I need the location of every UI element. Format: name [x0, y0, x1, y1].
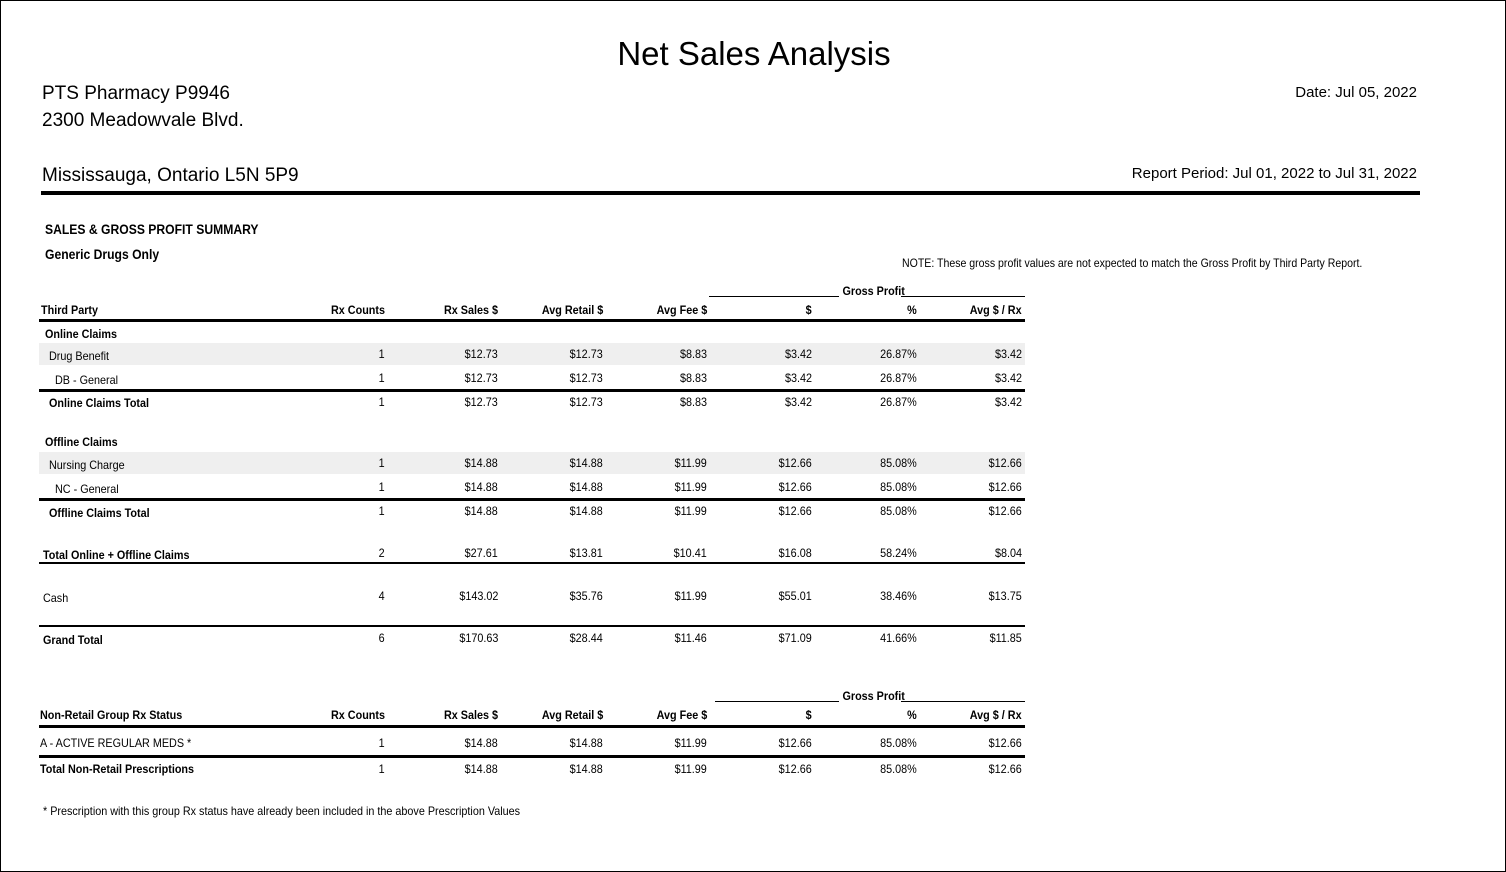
cash-row: Cash 4 $143.02 $35.76 $11.99 $55.01 38.4…	[43, 589, 1022, 605]
grand-total-rule	[39, 625, 1025, 627]
section-title: SALES & GROSS PROFIT SUMMARY	[45, 222, 259, 237]
gross-profit-rule-left	[709, 296, 839, 297]
address-line-1: 2300 Meadowvale Blvd.	[42, 110, 244, 131]
combined-total-row: Total Online + Offline Claims 2 $27.61 $…	[43, 546, 1022, 562]
gross-profit-header: Gross Profit	[842, 689, 905, 703]
combined-total-rule	[39, 562, 1025, 564]
non-retail-total-row: Total Non-Retail Prescriptions 1 $14.88 …	[40, 762, 1022, 776]
col-third-party: Third Party	[41, 303, 99, 317]
col-status: Non-Retail Group Rx Status	[40, 708, 183, 722]
total-rule	[39, 755, 1025, 758]
online-subtotal-rule	[39, 389, 1025, 392]
col-avg-fee: Avg Fee $	[656, 708, 707, 722]
col-rx-counts: Rx Counts	[331, 303, 385, 317]
col-gp-avg-per-rx: Avg $ / Rx	[970, 708, 1022, 722]
offline-claims-total-row: Offline Claims Total 1 $14.88 $14.88 $11…	[49, 504, 1022, 520]
table-header-row: Third Party Rx Counts Rx Sales $ Avg Ret…	[39, 299, 1025, 321]
header-rule	[39, 319, 1025, 322]
gross-profit-rule-left	[715, 701, 839, 702]
col-avg-retail: Avg Retail $	[541, 303, 603, 317]
address-line-2: Mississauga, Ontario L5N 5P9	[42, 165, 299, 186]
group-label-offline: Offline Claims	[45, 435, 118, 449]
footnote: * Prescription with this group Rx status…	[43, 804, 521, 818]
col-gp-percent: %	[907, 708, 917, 722]
table-row: A - ACTIVE REGULAR MEDS * 1 $14.88 $14.8…	[40, 736, 1022, 750]
report-title: Net Sales Analysis	[617, 35, 891, 72]
table-row: Nursing Charge 1 $14.88 $14.88 $11.99 $1…	[39, 452, 1025, 474]
online-claims-total-row: Online Claims Total 1 $12.73 $12.73 $8.8…	[49, 395, 1022, 410]
grand-total-row: Grand Total 6 $170.63 $28.44 $11.46 $71.…	[43, 631, 1022, 647]
report-date: Date: Jul 05, 2022	[1295, 84, 1417, 101]
gross-profit-note: NOTE: These gross profit values are not …	[902, 256, 1363, 270]
group-label-online: Online Claims	[45, 327, 118, 341]
col-rx-sales: Rx Sales $	[443, 303, 498, 317]
col-rx-counts: Rx Counts	[331, 708, 385, 722]
col-avg-retail: Avg Retail $	[541, 708, 603, 722]
table-row: NC - General 1 $14.88 $14.88 $11.99 $12.…	[55, 480, 1022, 496]
col-gp-dollars: $	[805, 303, 812, 317]
gross-profit-rule-right	[901, 296, 1025, 297]
col-avg-fee: Avg Fee $	[656, 303, 707, 317]
pharmacy-name: PTS Pharmacy P9946	[42, 83, 230, 104]
col-gp-percent: %	[907, 303, 917, 317]
header-divider	[41, 191, 1420, 195]
table-row: DB - General 1 $12.73 $12.73 $8.83 $3.42…	[55, 371, 1022, 387]
section-subtitle: Generic Drugs Only	[45, 247, 160, 262]
table-header-row: Non-Retail Group Rx Status Rx Counts Rx …	[39, 704, 1025, 726]
report-period: Report Period: Jul 01, 2022 to Jul 31, 2…	[1131, 165, 1417, 182]
gross-profit-rule-right	[901, 701, 1025, 702]
col-gp-avg-per-rx: Avg $ / Rx	[970, 303, 1022, 317]
offline-subtotal-rule	[39, 498, 1025, 501]
table-row: Drug Benefit 1 $12.73 $12.73 $8.83 $3.42…	[39, 343, 1025, 365]
col-rx-sales: Rx Sales $	[443, 708, 498, 722]
gross-profit-header: Gross Profit	[842, 284, 905, 298]
header-rule	[39, 725, 1025, 728]
col-gp-dollars: $	[805, 708, 812, 722]
